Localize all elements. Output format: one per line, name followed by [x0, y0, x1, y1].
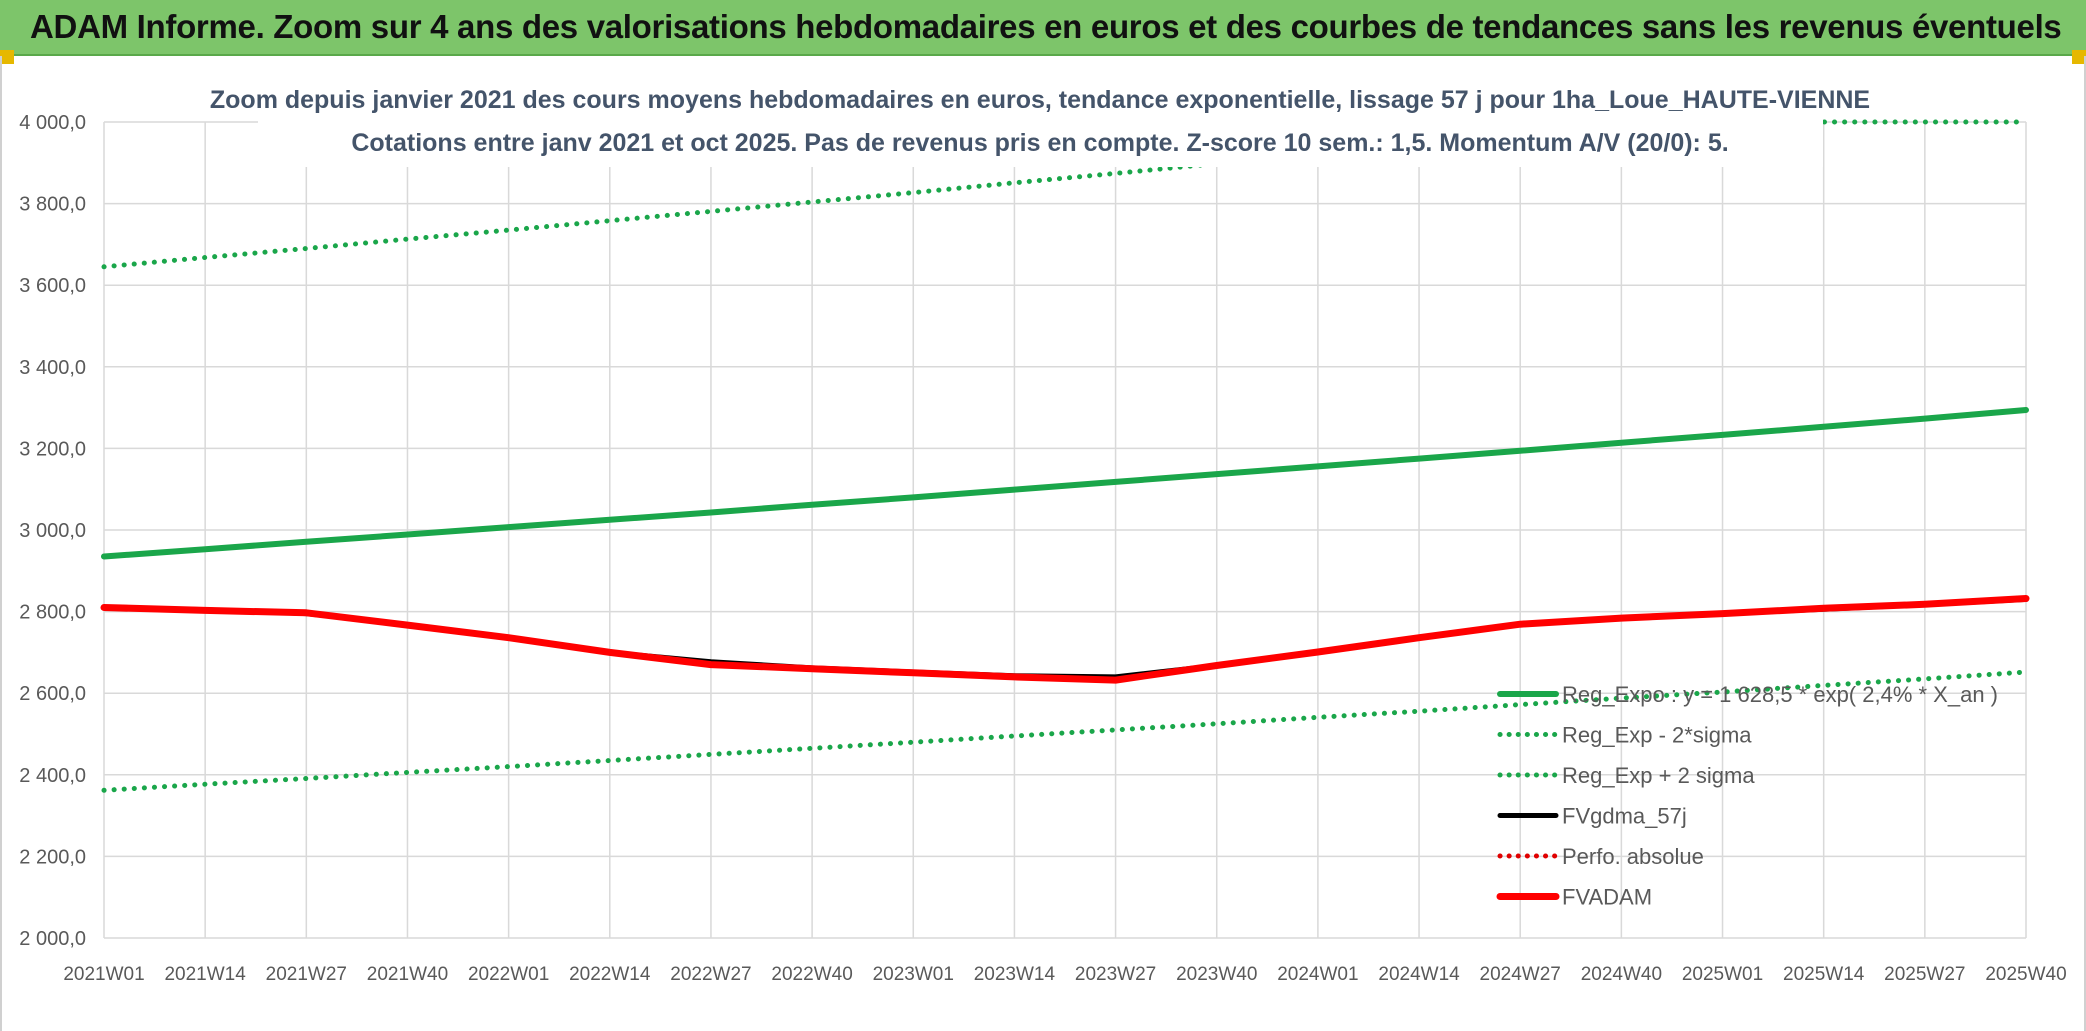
- y-tick-label: 2 400,0: [19, 765, 86, 787]
- legend: Reg_Expo : y = 1 628,5 * exp( 2,4% * X_a…: [1496, 682, 1998, 910]
- x-tick-label: 2024W40: [1581, 964, 1662, 985]
- legend-label: Reg_Expo : y = 1 628,5 * exp( 2,4% * X_a…: [1562, 682, 1998, 707]
- x-tick-label: 2024W14: [1378, 964, 1460, 985]
- x-tick-label: 2023W14: [974, 964, 1056, 985]
- x-tick-label: 2021W40: [367, 964, 448, 985]
- x-tick-label: 2025W01: [1682, 964, 1763, 985]
- x-tick-label: 2024W27: [1480, 964, 1561, 985]
- legend-label: Perfo. absolue: [1562, 844, 1704, 869]
- x-tick-label: 2021W14: [164, 964, 246, 985]
- corner-marker: [0, 50, 14, 64]
- legend-label: Reg_Exp - 2*sigma: [1562, 723, 1752, 748]
- x-tick-label: 2023W01: [873, 964, 954, 985]
- y-tick-label: 2 200,0: [19, 846, 86, 868]
- legend-label: Reg_Exp + 2 sigma: [1562, 763, 1755, 788]
- x-tick-label: 2022W14: [569, 964, 651, 985]
- x-tick-label: 2022W27: [670, 964, 751, 985]
- x-tick-label: 2021W01: [63, 964, 144, 985]
- x-tick-label: 2022W01: [468, 964, 549, 985]
- y-tick-label: 3 000,0: [19, 520, 86, 542]
- y-tick-label: 3 400,0: [19, 357, 86, 379]
- series-line-0: [101, 407, 2029, 560]
- gridlines: [103, 121, 2027, 939]
- x-tick-label: 2024W01: [1277, 964, 1358, 985]
- title-backdrop: [258, 82, 1823, 167]
- chart-title-block: Zoom depuis janvier 2021 des cours moyen…: [210, 82, 1870, 167]
- y-tick-label: 2 600,0: [19, 683, 86, 705]
- chart-frame: [0, 56, 2086, 1031]
- x-tick-label: 2023W40: [1176, 964, 1257, 985]
- corner-marker: [2072, 50, 2086, 64]
- x-tick-label: 2023W27: [1075, 964, 1156, 985]
- series-line-1: [101, 669, 2029, 793]
- x-tick-label: 2025W27: [1884, 964, 1965, 985]
- x-tick-label: 2025W40: [1985, 964, 2066, 985]
- legend-label: FVADAM: [1562, 885, 1652, 910]
- axis-labels: 2 000,0 2 200,0 2 400,0 2 600,0 2 800,0 3 000…: [19, 112, 2066, 985]
- x-tick-label: 2022W40: [771, 964, 852, 985]
- chart-title-line-2: Cotations entre janv 2021 et oct 2025. P…: [351, 129, 1728, 157]
- legend-label: FVgdma_57j: [1562, 804, 1687, 829]
- y-tick-label: 3 600,0: [19, 275, 86, 297]
- x-tick-label: 2021W27: [266, 964, 347, 985]
- report-title: ADAM Informe. Zoom sur 4 ans des valoris…: [30, 8, 2062, 45]
- report-banner: ADAM Informe. Zoom sur 4 ans des valoris…: [0, 0, 2086, 56]
- x-tick-label: 2025W14: [1783, 964, 1865, 985]
- y-tick-label: 3 800,0: [19, 194, 86, 216]
- y-tick-label: 4 000,0: [19, 112, 86, 134]
- series-line-5: [100, 595, 2030, 684]
- y-tick-label: 2 800,0: [19, 602, 86, 624]
- chart-title-line-1: Zoom depuis janvier 2021 des cours moyen…: [210, 86, 1870, 114]
- y-tick-label: 2 000,0: [19, 928, 86, 950]
- y-tick-label: 3 200,0: [19, 438, 86, 460]
